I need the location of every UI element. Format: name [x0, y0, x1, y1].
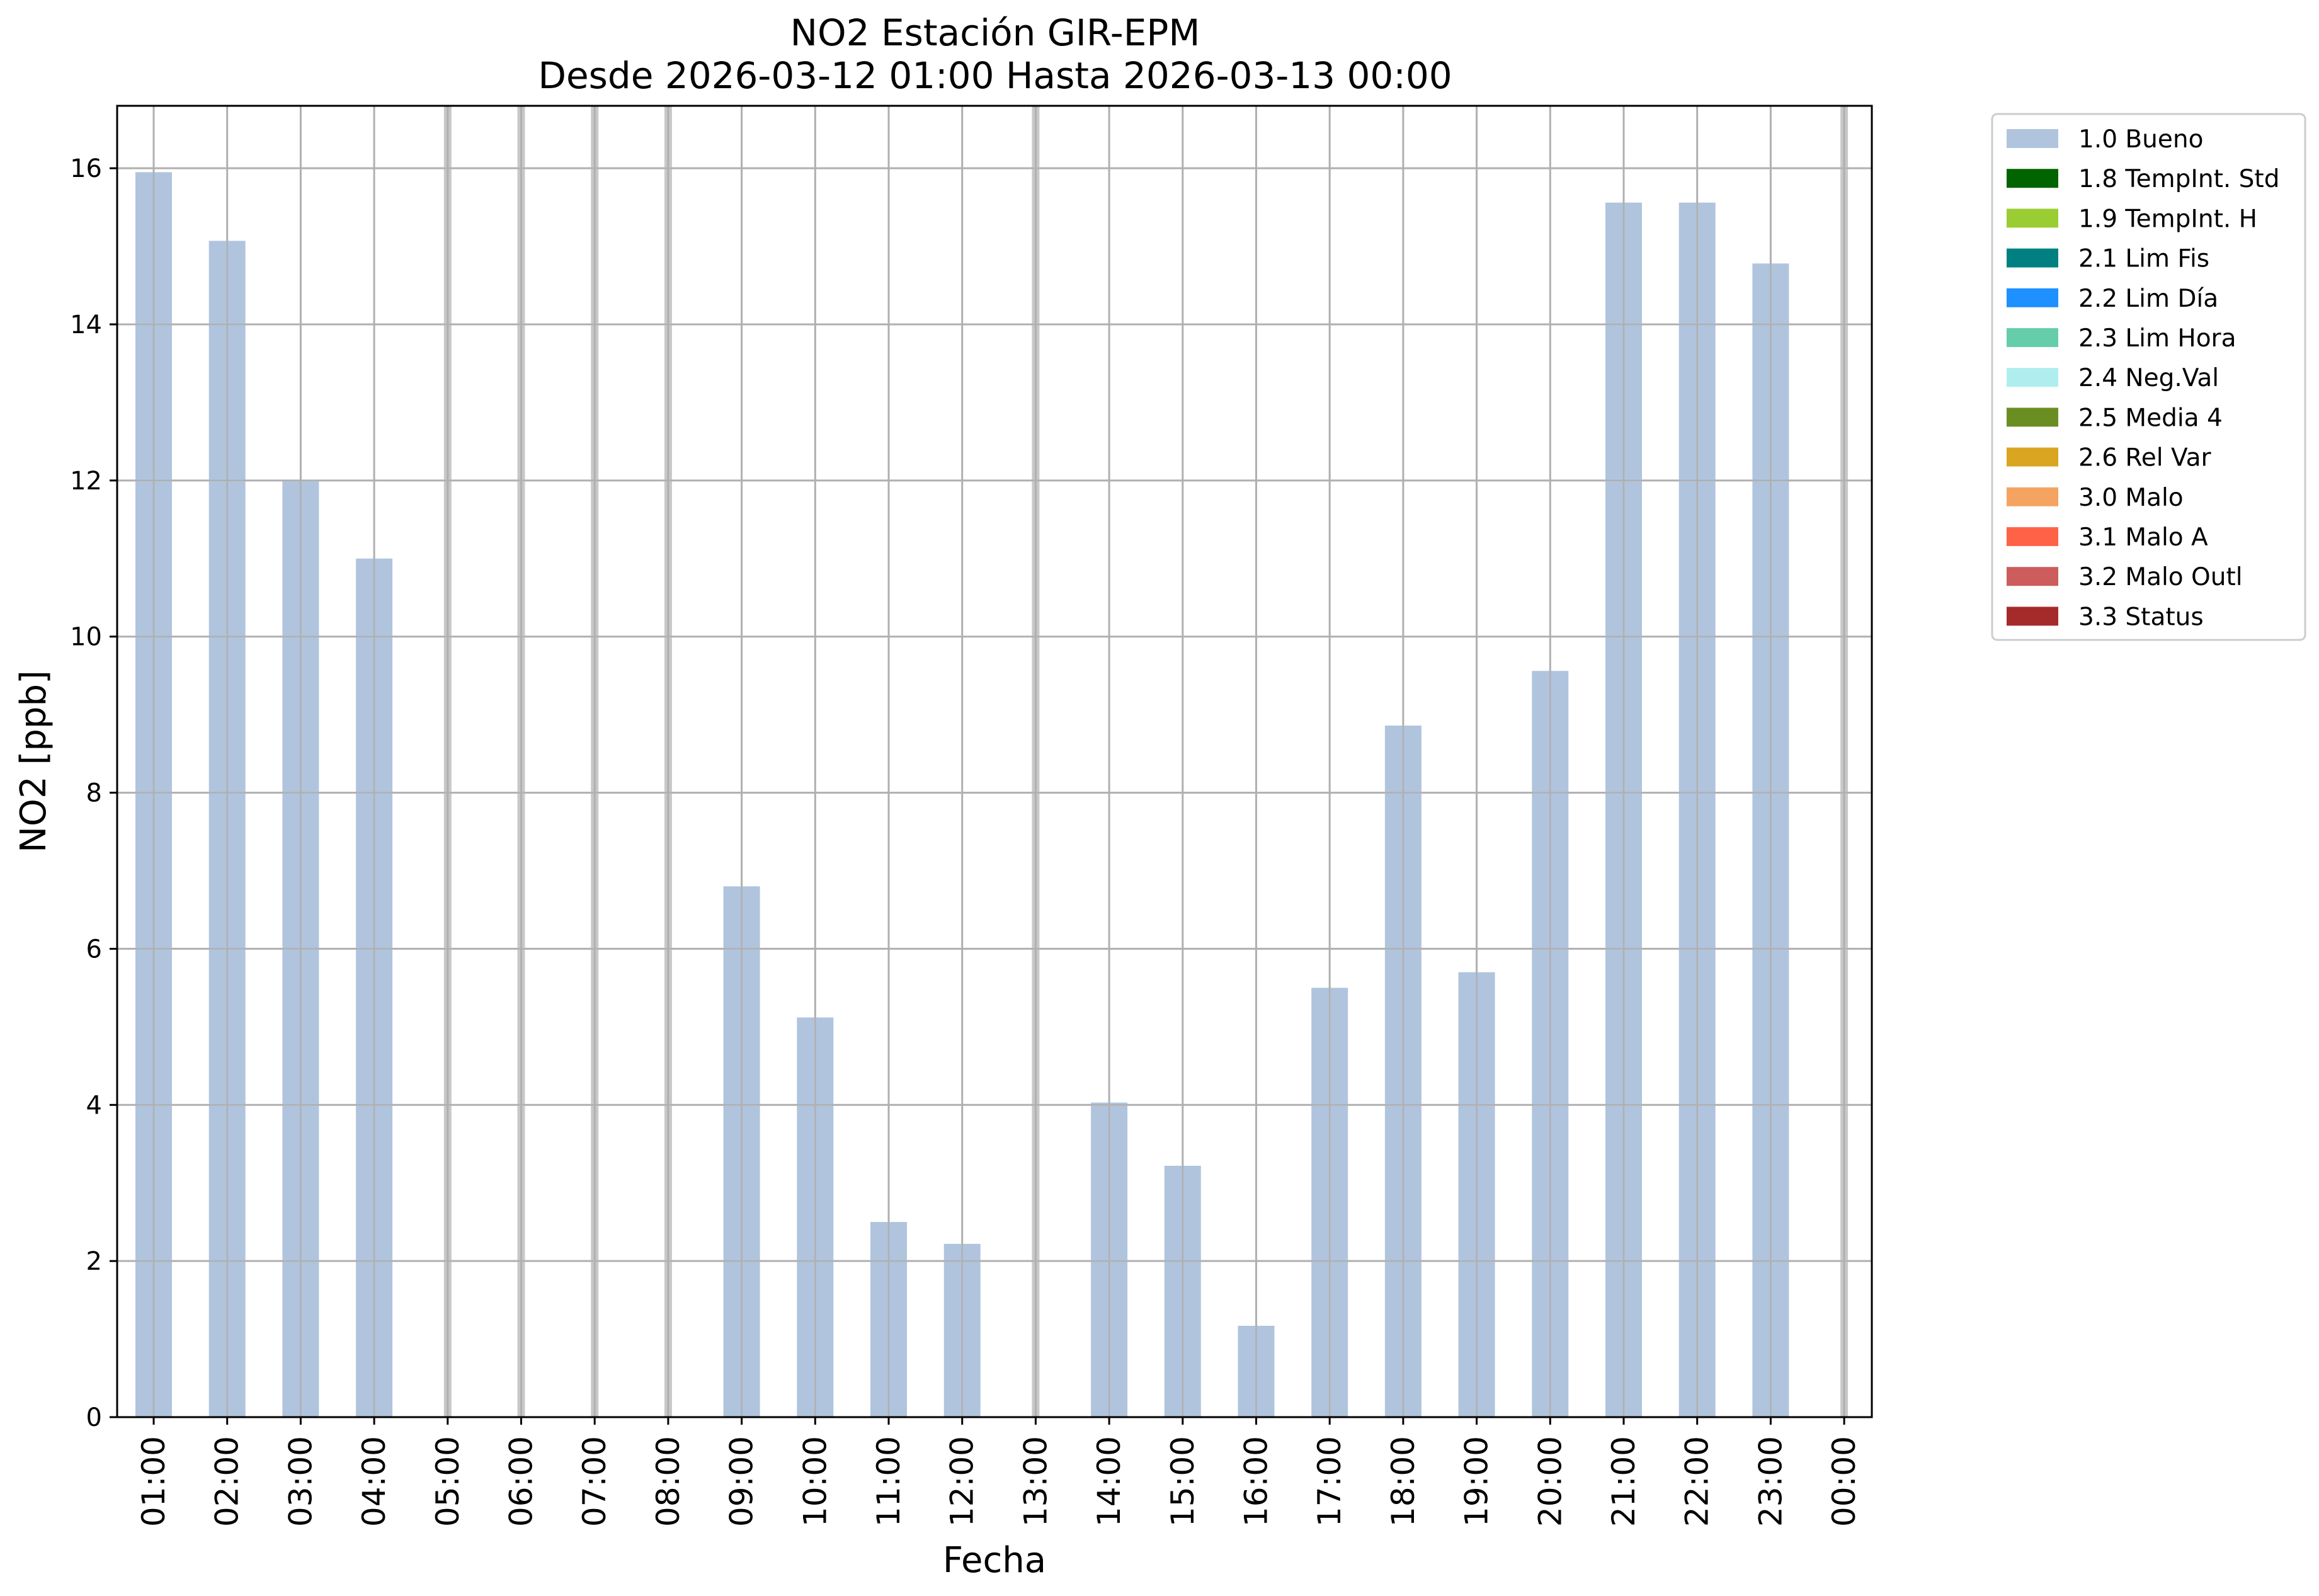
x-tick-label: 19:00 [1459, 1436, 1495, 1527]
y-tick-label: 10 [70, 623, 102, 652]
x-tick-label: 12:00 [944, 1436, 981, 1527]
x-tick-label: 05:00 [430, 1436, 466, 1527]
legend-swatch [2007, 567, 2058, 586]
x-axis: 01:00 02:00 03:00 04:00 05:00 06:00 07:00 08:00… [135, 1417, 1862, 1527]
legend-swatch [2007, 447, 2058, 467]
legend-label: 2.5 Media 4 [2078, 404, 2223, 432]
y-tick-label: 12 [70, 467, 102, 496]
x-tick-label: 10:00 [797, 1436, 833, 1527]
legend-swatch [2007, 169, 2058, 188]
x-tick-label: 23:00 [1752, 1436, 1789, 1527]
y-tick-label: 0 [86, 1403, 102, 1432]
plot-frame [116, 105, 1873, 1418]
x-tick-label: 13:00 [1017, 1436, 1054, 1527]
y-axis-label: NO2 [ppb] [13, 670, 54, 853]
x-tick-label: 06:00 [503, 1436, 540, 1527]
x-tick-label: 18:00 [1385, 1436, 1422, 1527]
legend-swatch [2007, 527, 2058, 546]
legend-swatch [2007, 607, 2058, 626]
x-tick-label: 14:00 [1091, 1436, 1127, 1527]
x-tick-label: 01:00 [135, 1436, 172, 1527]
legend-swatch [2007, 408, 2058, 427]
y-tick-label: 8 [86, 779, 102, 808]
legend-swatch [2007, 288, 2058, 307]
legend-label: 2.6 Rel Var [2078, 444, 2212, 472]
y-tick-label: 6 [86, 935, 102, 964]
y-tick-label: 2 [86, 1247, 102, 1276]
legend: 1.0 Bueno 1.8 TempInt. Std 1.9 TempInt. H 2… [1991, 113, 2306, 641]
x-tick-label: 00:00 [1826, 1436, 1862, 1527]
legend-label: 1.8 TempInt. Std [2078, 165, 2279, 193]
y-axis: 0 2 4 6 8 10 12 14 16 [70, 154, 117, 1432]
x-tick-label: 22:00 [1679, 1436, 1716, 1527]
x-tick-label: 11:00 [870, 1436, 907, 1527]
legend-swatch [2007, 248, 2058, 268]
legend-label: 3.3 Status [2078, 603, 2204, 631]
x-tick-label: 02:00 [209, 1436, 246, 1527]
x-tick-label: 21:00 [1605, 1436, 1642, 1527]
y-tick-label: 4 [86, 1091, 102, 1120]
y-tick-label: 14 [70, 311, 102, 339]
legend-label: 2.3 Lim Hora [2078, 324, 2236, 353]
chart-subtitle: Desde 2026-03-12 01:00 Hasta 2026-03-13 … [538, 54, 1452, 97]
legend-swatch [2007, 208, 2058, 228]
x-tick-label: 16:00 [1238, 1436, 1275, 1527]
legend-label: 2.1 Lim Fis [2078, 245, 2209, 273]
x-tick-label: 07:00 [576, 1436, 613, 1527]
x-axis-label: Fecha [943, 1540, 1046, 1581]
x-tick-label: 20:00 [1532, 1436, 1568, 1527]
legend-label: 2.2 Lim Día [2078, 285, 2218, 313]
x-tick-label: 17:00 [1311, 1436, 1348, 1527]
x-tick-label: 15:00 [1165, 1436, 1201, 1527]
legend-label: 1.9 TempInt. H [2078, 205, 2257, 233]
x-tick-label: 04:00 [356, 1436, 392, 1527]
legend-label: 1.0 Bueno [2078, 125, 2203, 154]
legend-swatch [2007, 129, 2058, 148]
bars [117, 106, 1872, 1418]
x-tick-label: 09:00 [724, 1436, 760, 1527]
chart-title: NO2 Estación GIR-EPM [790, 11, 1200, 54]
x-tick-label: 08:00 [650, 1436, 687, 1527]
legend-label: 3.0 Malo [2078, 484, 2184, 512]
legend-swatch [2007, 328, 2058, 347]
legend-swatch [2007, 487, 2058, 506]
legend-label: 2.4 Neg.Val [2078, 364, 2219, 392]
legend-swatch [2007, 368, 2058, 387]
legend-frame [1991, 113, 2306, 641]
x-tick-label: 03:00 [282, 1436, 319, 1527]
legend-label: 3.2 Malo Outl [2078, 563, 2243, 591]
legend-label: 3.1 Malo A [2078, 523, 2208, 552]
y-tick-label: 16 [70, 154, 102, 183]
